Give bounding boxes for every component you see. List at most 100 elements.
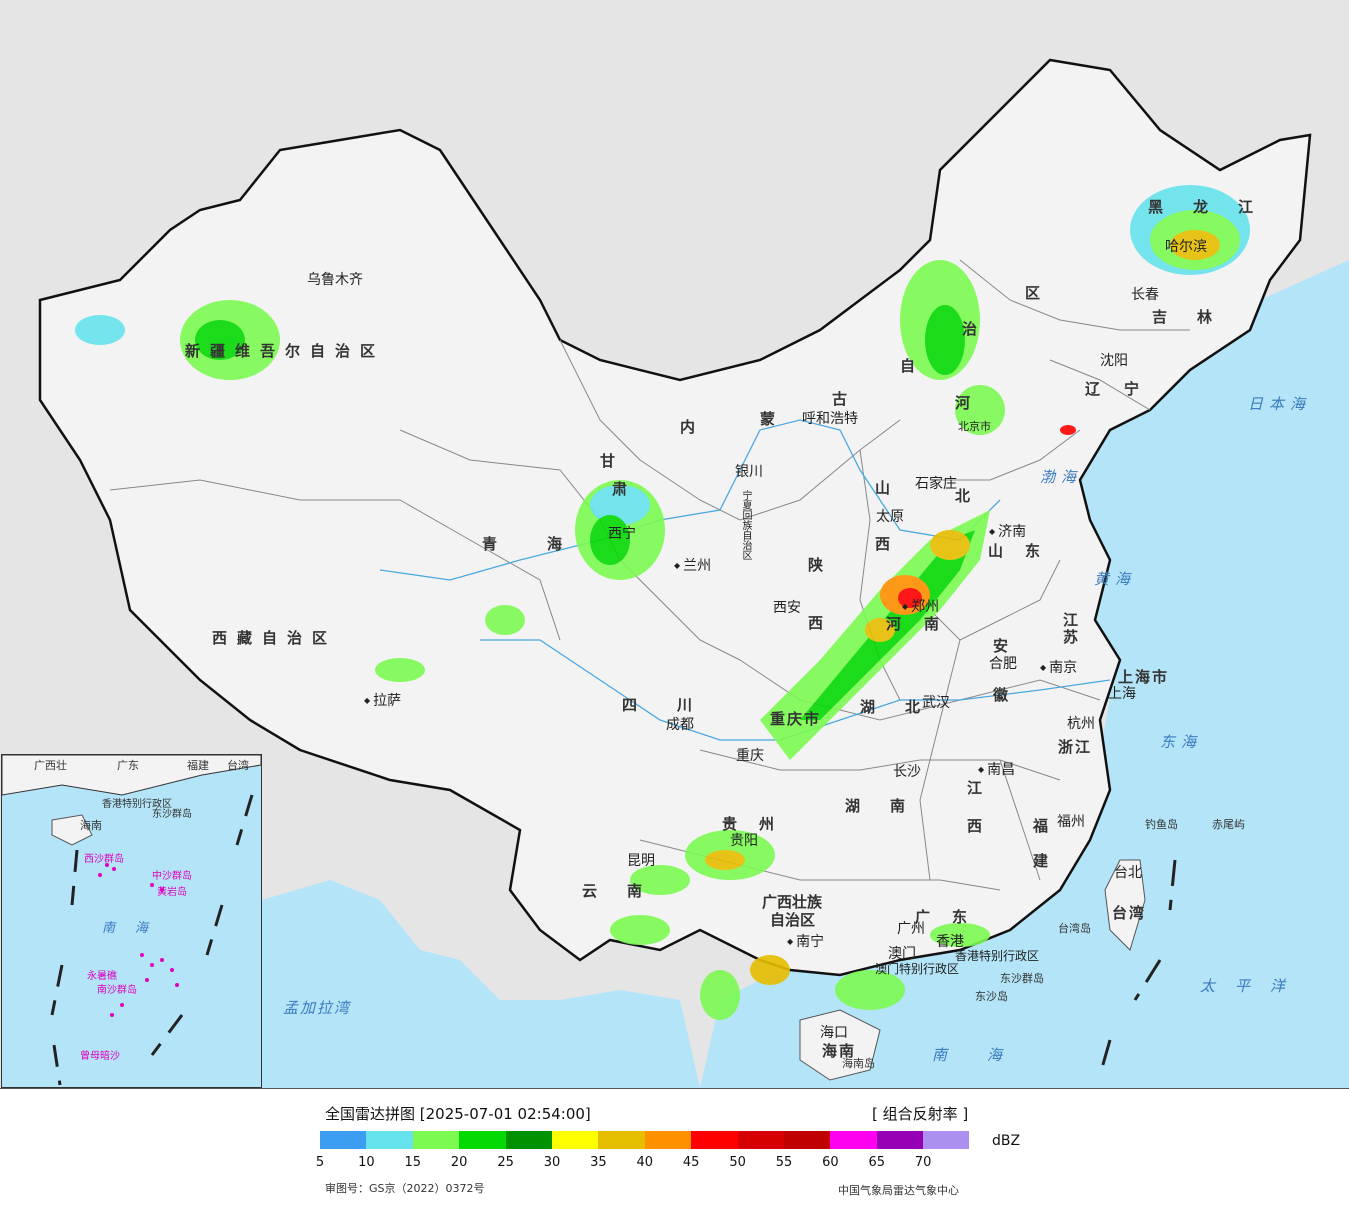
city-macau: 澳门 — [888, 946, 916, 962]
label-shandong: 山东 — [988, 542, 1063, 560]
inset-zhongsha: 中沙群岛 — [152, 871, 192, 882]
legend-approval-number: 审图号：GS京（2022）0372号 — [325, 1182, 485, 1195]
city-hefei: 合肥 — [989, 656, 1017, 672]
legend-tick-label: 50 — [729, 1155, 746, 1170]
city-lhasa: 拉萨 — [364, 690, 401, 710]
inset-taiwan: 台湾 — [227, 759, 249, 772]
label-anhui-2: 徽 — [993, 686, 1019, 704]
sea-east: 东海 — [1160, 733, 1203, 751]
label-jiangxi-1: 江 — [967, 779, 993, 797]
inset-huangyan: 黄岩岛 — [157, 887, 187, 898]
label-qinghai: 青海 — [482, 535, 613, 553]
label-shanghai: 上海市 — [1118, 668, 1170, 686]
label-neimenggu-1: 内 — [680, 418, 706, 436]
city-shijiazhuang: 石家庄 — [915, 476, 957, 492]
label-shanxi-2: 西 — [875, 535, 901, 553]
bengal-sea — [262, 880, 700, 1088]
label-macau: 澳门特别行政区 — [875, 962, 960, 976]
radar-echoes — [75, 185, 1250, 1020]
label-neimenggu-6: 区 — [1025, 284, 1051, 302]
label-neimenggu-2: 蒙 — [760, 410, 786, 428]
city-hohhot: 呼和浩特 — [802, 411, 858, 427]
inset-hainan-label: 海南 — [80, 819, 102, 832]
label-hainan: 海南 — [822, 1042, 857, 1060]
inset-land — [2, 755, 261, 796]
legend-swatch — [691, 1131, 738, 1149]
city-guangzhou: 广州 — [897, 921, 925, 937]
island-diaoyu: 钓鱼岛 — [1145, 818, 1178, 831]
city-shenyang: 沈阳 — [1100, 353, 1128, 369]
inset-canvas — [2, 755, 261, 1087]
city-chongqing: 重庆 — [736, 748, 764, 764]
city-xining: 西宁 — [608, 526, 636, 542]
city-xian: 西安 — [773, 600, 801, 616]
island-dongsha: 东沙岛 — [975, 990, 1008, 1003]
city-jinan: 济南 — [989, 521, 1026, 541]
inset-nansha: 南沙群岛 — [97, 985, 137, 996]
label-fujian-1: 福 — [1033, 817, 1059, 835]
legend-tick-label: 45 — [682, 1155, 700, 1170]
legend-tick-label: 55 — [775, 1155, 793, 1170]
city-hongkong: 香港 — [936, 934, 964, 950]
city-nanjing: 南京 — [1040, 657, 1077, 677]
label-fujian-2: 建 — [1033, 852, 1059, 870]
label-hunan: 湖南 — [845, 797, 936, 815]
sea-yellow: 黄海 — [1094, 570, 1137, 588]
legend-organization: 中国气象局雷达气象中心 — [838, 1184, 959, 1197]
label-hebei-2: 北 — [955, 487, 981, 505]
legend-swatch — [505, 1131, 552, 1149]
city-shanghai: 上海 — [1108, 686, 1136, 702]
label-guizhou: 贵州 — [722, 815, 797, 833]
sea-pacific: 太平洋 — [1200, 977, 1306, 995]
city-hangzhou: 杭州 — [1067, 716, 1095, 732]
legend-color-bar — [320, 1131, 970, 1149]
label-liaoning: 辽宁 — [1085, 380, 1164, 398]
city-nanchang: 南昌 — [978, 759, 1015, 779]
inset-dash-line — [50, 794, 254, 1086]
inset-hk: 香港特别行政区 — [102, 799, 172, 810]
inset-guangdong: 广东 — [117, 759, 139, 772]
hainan-island — [799, 1009, 881, 1081]
inset-dongsha: 东沙群岛 — [152, 809, 192, 820]
city-nanning: 南宁 — [787, 931, 824, 951]
legend-swatch — [459, 1131, 506, 1149]
island-chiwei: 赤尾屿 — [1212, 818, 1245, 831]
island-taiwan: 台湾岛 — [1058, 922, 1091, 935]
label-chongqing: 重庆市 — [770, 710, 822, 728]
city-urumqi: 乌鲁木齐 — [307, 272, 363, 288]
city-wuhan: 武汉 — [922, 695, 950, 711]
legend-swatch — [366, 1131, 413, 1149]
label-jiangsu: 江苏 — [1061, 612, 1079, 646]
label-beijing: 北京市 — [958, 420, 991, 433]
label-heilongjiang: 黑龙江 — [1148, 198, 1284, 216]
label-zhejiang: 浙江 — [1058, 738, 1093, 756]
island-dongsha-group: 东沙群岛 — [1000, 972, 1044, 985]
city-yinchuan: 银川 — [735, 464, 763, 480]
legend-tick-label: 30 — [543, 1155, 561, 1170]
nine-dash-line — [1098, 859, 1177, 1076]
label-guangxi-2: 自治区 — [770, 911, 816, 929]
inset-yongshu: 永暑礁 — [87, 971, 117, 982]
legend-unit: dBZ — [992, 1133, 1021, 1149]
legend-tick-label: 70 — [914, 1155, 932, 1170]
label-sichuan: 四川 — [622, 696, 733, 714]
legend-tick-label: 65 — [868, 1155, 886, 1170]
inset-xisha: 西沙群岛 — [84, 854, 124, 865]
legend-tick-label: 10 — [358, 1155, 375, 1170]
city-zhengzhou: 郑州 — [902, 596, 939, 616]
legend-panel: 全国雷达拼图 [2025-07-01 02:54:00] [ 组合反射率 ] d… — [0, 1089, 1349, 1208]
legend-swatch — [876, 1131, 924, 1149]
city-haikou: 海口 — [820, 1025, 848, 1041]
city-chengdu: 成都 — [666, 717, 694, 733]
label-henan-1: 河 — [886, 615, 912, 633]
label-yunnan: 云南 — [582, 882, 673, 900]
sea-bengal: 孟加拉湾 — [283, 999, 352, 1017]
city-fuzhou: 福州 — [1057, 814, 1085, 830]
label-jiangxi-2: 西 — [967, 817, 993, 835]
city-changchun: 长春 — [1131, 287, 1159, 303]
label-jilin: 吉林 — [1152, 308, 1243, 326]
legend-swatch — [783, 1131, 831, 1149]
legend-swatch — [598, 1131, 645, 1149]
legend-tick-label: 15 — [404, 1155, 422, 1170]
inset-sea — [2, 765, 261, 1087]
